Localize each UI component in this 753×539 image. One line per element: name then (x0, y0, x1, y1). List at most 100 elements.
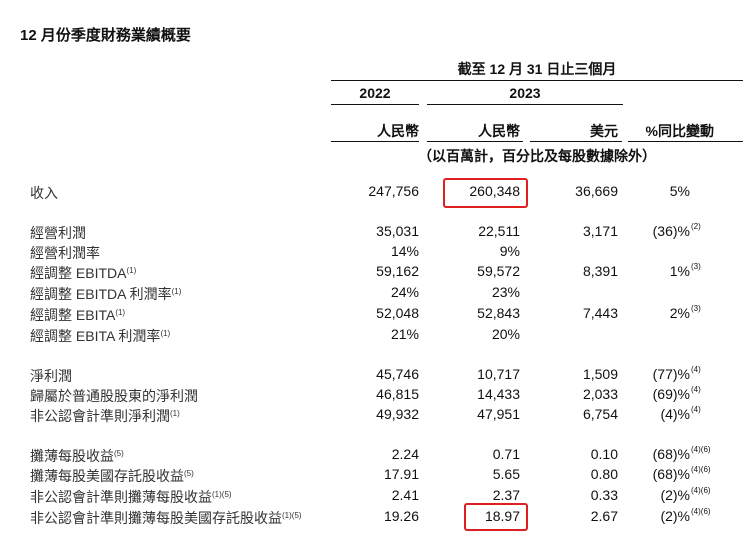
row-label: 非公認會計準則攤薄每股美國存託股收益(1)(5) (30, 510, 302, 526)
cell-yoy: (2)% (660, 508, 690, 524)
cell-rmb-2023: 5.65 (492, 466, 520, 482)
row-label: 攤薄每股美國存託股收益(5) (30, 468, 194, 484)
cell-rmb-2022: 46,815 (376, 386, 419, 402)
cell-rmb-2023: 20% (491, 326, 520, 342)
row-label: 經調整 EBITDA(1) (30, 265, 137, 281)
cell-rmb-2023: 2.37 (492, 487, 520, 503)
cell-usd: 6,754 (582, 406, 618, 422)
cell-rmb-2023: 52,843 (477, 305, 520, 321)
cell-rmb-2023: 260,348 (469, 183, 520, 199)
cell-yoy-footnote: (4)(6) (691, 445, 711, 454)
cell-yoy: (77)% (652, 366, 690, 382)
cell-yoy-footnote: (4) (691, 385, 701, 394)
row-label: 經調整 EBITA 利潤率(1) (30, 328, 171, 344)
cell-yoy-footnote: (4) (691, 365, 701, 374)
cell-rmb-2023: 10,717 (477, 366, 520, 382)
row-label-footnote: (1) (115, 308, 126, 317)
row-label-footnote: (5) (184, 469, 194, 478)
cell-rmb-2023: 14,433 (477, 386, 520, 402)
cell-yoy: (4)% (660, 406, 690, 422)
cell-rmb-2023: 23% (491, 284, 520, 300)
cell-yoy-footnote: (4) (691, 405, 701, 414)
cell-yoy: (36)% (652, 223, 690, 239)
col-rmb-2022-underline (331, 141, 419, 142)
cell-usd: 1,509 (582, 366, 618, 382)
cell-yoy: 1% (669, 263, 690, 279)
cell-usd: 0.33 (590, 487, 618, 503)
col-usd: 美元 (590, 123, 618, 139)
cell-yoy: (68)% (652, 446, 690, 462)
cell-usd: 0.10 (590, 446, 618, 462)
cell-usd: 2.67 (590, 508, 618, 524)
cell-yoy-footnote: (4)(6) (691, 486, 711, 495)
row-label-footnote: (1) (170, 409, 180, 418)
col-yoy: %同比變動 (645, 123, 714, 139)
cell-rmb-2022: 247,756 (368, 183, 419, 199)
row-label: 經營利潤 (30, 225, 86, 241)
row-label: 經調整 EBITA(1) (30, 307, 126, 323)
cell-yoy: (68)% (652, 466, 690, 482)
cell-rmb-2022: 2.24 (391, 446, 419, 462)
row-label-footnote: (1) (160, 329, 171, 338)
cell-usd: 8,391 (582, 263, 618, 279)
period-header: 截至 12 月 31 日止三個月 (457, 61, 617, 77)
cell-rmb-2022: 45,746 (376, 366, 419, 382)
unit-note: （以百萬計，百分比及每股數據除外） (418, 148, 656, 164)
cell-rmb-2022: 35,031 (376, 223, 419, 239)
cell-usd: 0.80 (590, 466, 618, 482)
cell-usd: 2,033 (582, 386, 618, 402)
cell-rmb-2022: 2.41 (391, 487, 419, 503)
period-underline (331, 80, 743, 81)
row-label-footnote: (5) (114, 449, 124, 458)
row-label: 淨利潤 (30, 368, 72, 384)
row-label: 非公認會計準則淨利潤(1) (30, 408, 180, 424)
row-label: 攤薄每股收益(5) (30, 448, 124, 464)
cell-usd: 7,443 (582, 305, 618, 321)
cell-rmb-2022: 59,162 (376, 263, 419, 279)
page-title: 12 月份季度財務業績概要 (20, 27, 191, 44)
cell-rmb-2023: 22,511 (478, 223, 520, 239)
row-label: 經營利潤率 (30, 245, 100, 261)
cell-yoy: (2)% (660, 487, 690, 503)
cell-rmb-2023: 47,951 (477, 406, 520, 422)
cell-rmb-2022: 21% (390, 326, 419, 342)
row-label-footnote: (1) (126, 266, 137, 275)
year-2022-header: 2022 (359, 85, 391, 101)
cell-yoy: 2% (669, 305, 690, 321)
cell-yoy-footnote: (2) (691, 222, 701, 231)
row-label-footnote: (1)(5) (282, 511, 302, 520)
highlight-revenue-2023 (443, 178, 528, 208)
year-2022-underline (331, 104, 419, 105)
row-label: 收入 (30, 185, 58, 201)
cell-rmb-2022: 52,048 (376, 305, 419, 321)
cell-yoy-footnote: (3) (691, 262, 701, 271)
row-label: 歸屬於普通股股東的淨利潤 (30, 388, 198, 404)
year-2023-underline (427, 104, 623, 105)
cell-usd: 3,171 (582, 223, 618, 239)
row-label-footnote: (1) (171, 287, 182, 296)
cell-rmb-2023: 59,572 (477, 263, 520, 279)
cell-rmb-2023: 0.71 (492, 446, 520, 462)
highlight-adr-eps-2023 (464, 503, 528, 531)
cell-yoy-footnote: (4)(6) (691, 465, 711, 474)
row-label: 經調整 EBITDA 利潤率(1) (30, 286, 182, 302)
cell-yoy: 5% (669, 183, 690, 199)
cell-rmb-2022: 19.26 (383, 508, 419, 524)
cell-usd: 36,669 (575, 183, 618, 199)
cell-rmb-2023: 18.97 (484, 508, 520, 524)
col-yoy-underline (628, 141, 743, 142)
cell-rmb-2022: 49,932 (376, 406, 419, 422)
cell-yoy-footnote: (4)(6) (691, 507, 711, 516)
year-2023-header: 2023 (509, 85, 541, 101)
cell-rmb-2022: 14% (390, 243, 419, 259)
cell-rmb-2023: 9% (499, 243, 520, 259)
col-rmb-2023-underline (427, 141, 523, 142)
col-rmb-2023: 人民幣 (478, 123, 520, 139)
col-usd-underline (530, 141, 622, 142)
cell-yoy-footnote: (3) (691, 304, 701, 313)
cell-yoy: (69)% (652, 386, 690, 402)
cell-rmb-2022: 24% (390, 284, 419, 300)
row-label-footnote: (1)(5) (212, 490, 232, 499)
cell-rmb-2022: 17.91 (383, 466, 419, 482)
row-label: 非公認會計準則攤薄每股收益(1)(5) (30, 489, 232, 505)
